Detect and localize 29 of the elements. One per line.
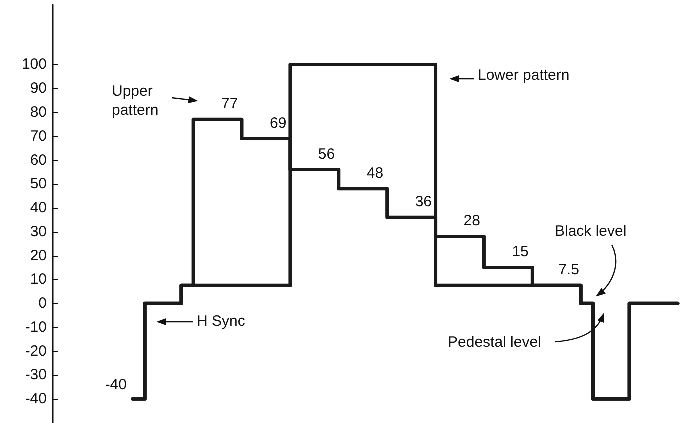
data-label: 56 (318, 146, 336, 163)
data-label: 69 (270, 114, 287, 132)
y-tick-label: 90 (30, 80, 47, 98)
y-tick-label: -20 (25, 342, 47, 360)
y-tick-label: 50 (30, 176, 47, 193)
legend-label: Lower pattern (478, 66, 571, 85)
y-tick-label: 40 (30, 200, 47, 217)
y-tick-label: 100 (22, 56, 47, 74)
y-tick-label: 80 (30, 104, 47, 121)
text: Upper pattern (112, 82, 160, 120)
data-label: 7.5 (558, 262, 580, 279)
annotation: Pedestal level (448, 333, 542, 352)
y-tick-label: 60 (30, 152, 47, 169)
y-tick-label: 70 (30, 128, 47, 145)
y-tick-label: 30 (30, 223, 47, 240)
data-label: 48 (366, 164, 384, 182)
y-tick-label: 20 (30, 247, 47, 264)
annotation: H Sync (197, 312, 246, 331)
y-tick-label: 10 (30, 271, 47, 288)
data-label: 28 (464, 212, 480, 230)
data-label: -40 (105, 376, 127, 394)
y-tick-label: -40 (25, 390, 47, 408)
y-tick-label: 0 (38, 295, 47, 312)
data-label: 77 (222, 96, 238, 113)
y-tick-label: -30 (25, 366, 47, 384)
data-label: 15 (512, 244, 529, 261)
y-tick-label: -10 (25, 318, 47, 336)
annotation: Black level (555, 222, 627, 241)
data-label: 36 (415, 194, 432, 211)
